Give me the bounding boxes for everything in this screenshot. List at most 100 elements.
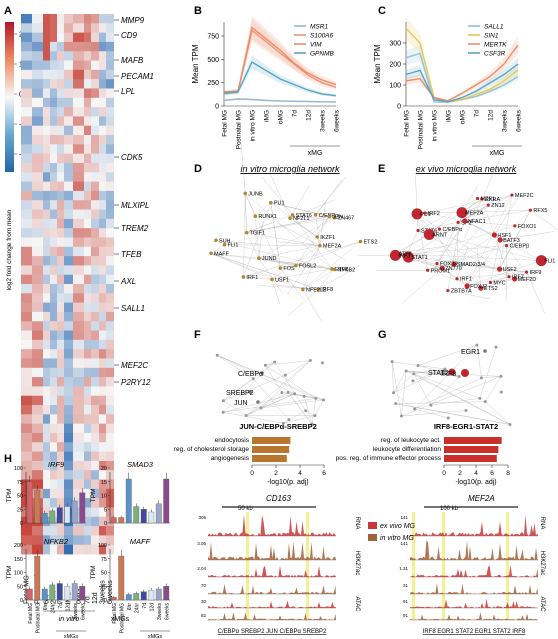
heatmap-cell: [91, 284, 99, 294]
heatmap-cell: [99, 330, 106, 341]
network-edge: [246, 232, 320, 246]
y-tick-label: 200: [389, 62, 401, 69]
network-edge: [210, 253, 319, 290]
heatmap-cell: [21, 460, 32, 471]
heatmap-cell: [32, 423, 43, 434]
heatmap-cell: [106, 200, 114, 210]
series-band: [224, 19, 336, 96]
heatmap-cell: [73, 386, 84, 397]
network-edge: [418, 344, 477, 366]
heatmap-column-label: oMG: [76, 589, 83, 604]
network-node: [313, 414, 317, 418]
heatmap-cell: [21, 246, 32, 257]
network-node: [215, 353, 219, 357]
heatmap-cell: [84, 516, 91, 527]
heatmap-cell: [43, 339, 50, 350]
heatmap-cell: [32, 293, 43, 304]
heatmap-cell: [84, 377, 91, 387]
heatmap-cell: [50, 209, 57, 220]
heatmap-cell: [21, 349, 32, 359]
y-tick-label: 0: [215, 104, 219, 111]
heatmap-cell: [91, 544, 99, 555]
heatmap-cell: [84, 498, 91, 508]
heatmap-cell: [43, 377, 50, 387]
network-node-label: BATF3: [503, 238, 520, 244]
network-node-label: C/EBPα: [442, 227, 463, 233]
network-edge: [464, 220, 542, 261]
heatmap-cell: [91, 162, 99, 173]
heatmap-column-label: 7d: [85, 596, 92, 604]
heatmap-cell: [57, 116, 64, 127]
heatmap-cell: [32, 172, 43, 182]
network-node: [478, 285, 484, 291]
network-edge: [285, 360, 311, 376]
heatmap-cell: [21, 60, 32, 71]
heatmap-cell: [50, 60, 57, 71]
heatmap-cell: [43, 498, 50, 508]
heatmap-cell: [57, 423, 64, 434]
heatmap-cell: [73, 311, 84, 322]
network-edge: [270, 202, 318, 238]
network-node-key: [256, 400, 260, 404]
network-edge: [395, 198, 482, 256]
heatmap-cell: [50, 88, 57, 99]
heatmap-cell: [73, 395, 84, 406]
heatmap-cell: [50, 367, 57, 378]
heatmap-cell: [99, 479, 106, 490]
network-edge: [210, 253, 259, 259]
network-edge: [424, 212, 465, 222]
heatmap-cell: [57, 293, 64, 304]
tpm-bar: [49, 510, 56, 524]
network-edge: [430, 398, 480, 406]
heatmap-cell: [64, 544, 73, 555]
network-node: [455, 277, 459, 281]
heatmap-cell: [32, 302, 43, 313]
network-node: [507, 275, 511, 279]
network-node: [479, 376, 483, 380]
heatmap-cell: [57, 237, 64, 248]
heatmap-cell: [91, 228, 99, 238]
network-node-key: [260, 371, 264, 375]
y-tick-label: 20: [101, 466, 107, 472]
heatmap-cell: [57, 153, 64, 164]
heatmap-cell: [84, 339, 91, 350]
network-edge: [246, 392, 289, 416]
network-edge: [485, 376, 502, 402]
network-node-label: HSF1: [497, 233, 511, 239]
heatmap-cell: [99, 516, 106, 527]
network-edge: [416, 213, 428, 271]
heatmap-cell: [106, 218, 114, 229]
network-edge: [466, 239, 501, 287]
network-edge: [481, 198, 510, 277]
heatmap-cell: [73, 535, 84, 546]
heatmap-cell: [84, 237, 91, 248]
heatmap-cell: [43, 181, 50, 192]
tpm-bar: [163, 478, 170, 524]
heatmap-cell: [64, 41, 73, 52]
heatmap-cell: [43, 432, 50, 443]
group-label: xMG: [490, 150, 505, 157]
network-edge: [271, 279, 280, 305]
heatmap-cell: [91, 256, 99, 266]
network-edge: [245, 193, 256, 217]
network-node: [280, 391, 284, 395]
network-e-title: ex vivo microglia network: [416, 164, 517, 174]
heatmap-cell: [43, 526, 50, 536]
gene-label: AXL: [120, 277, 136, 286]
heatmap-cell: [106, 321, 114, 331]
heatmap-cell: [32, 311, 43, 322]
heatmap-cell: [43, 125, 50, 136]
heatmap-cell: [21, 284, 32, 294]
heatmap-cell: [32, 218, 43, 229]
signal-track: [208, 600, 336, 608]
heatmap-cell: [99, 69, 106, 80]
network-edge: [243, 193, 246, 277]
network-node: [273, 360, 277, 364]
heatmap-cell: [64, 526, 73, 536]
tpm-bar: [148, 511, 155, 524]
heatmap-cell: [43, 116, 50, 127]
heatmap-cell: [99, 41, 106, 52]
heatmap-cell: [32, 69, 43, 80]
heatmap-cell: [73, 442, 84, 452]
y-tick-label: 15: [101, 480, 107, 486]
